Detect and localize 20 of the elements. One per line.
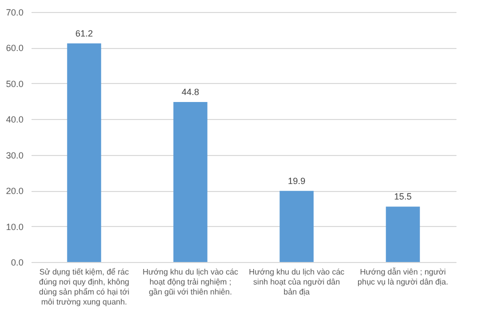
bar [386, 206, 420, 262]
data-label: 61.2 [75, 28, 93, 38]
x-tick-label: Sử dụng tiết kiệm, để rác đúng nơi quy định, không dùng sản phẩm có hại tới môi trường xung quanh. [39, 268, 130, 306]
data-label: 19.9 [288, 176, 306, 186]
y-tick-label: 50.0 [6, 78, 24, 89]
y-tick-label: 10.0 [6, 222, 24, 232]
y-tick-label: 0.0 [10, 258, 24, 268]
bar [173, 102, 208, 262]
y-tick-label: 30.0 [6, 150, 24, 160]
data-label: 15.5 [394, 192, 412, 202]
y-tick-label: 20.0 [6, 186, 24, 196]
bar [280, 190, 314, 262]
x-tick-label: Hướng dẫn viên ; người phục vụ là người dân địa. [358, 268, 448, 286]
x-tick-label: Hướng khu du lịch vào các sinh hoạt của người dân bản địa [248, 268, 344, 296]
data-label: 44.8 [182, 87, 200, 97]
x-tick-label: Hướng khu du lịch vào các hoạt động trải nghiệm ; gần gũi với thiên nhiên. [142, 268, 238, 296]
y-tick-label: 70.0 [6, 8, 24, 18]
y-tick-label: 40.0 [6, 114, 24, 125]
y-tick-label: 60.0 [6, 43, 24, 54]
bar [67, 43, 102, 262]
